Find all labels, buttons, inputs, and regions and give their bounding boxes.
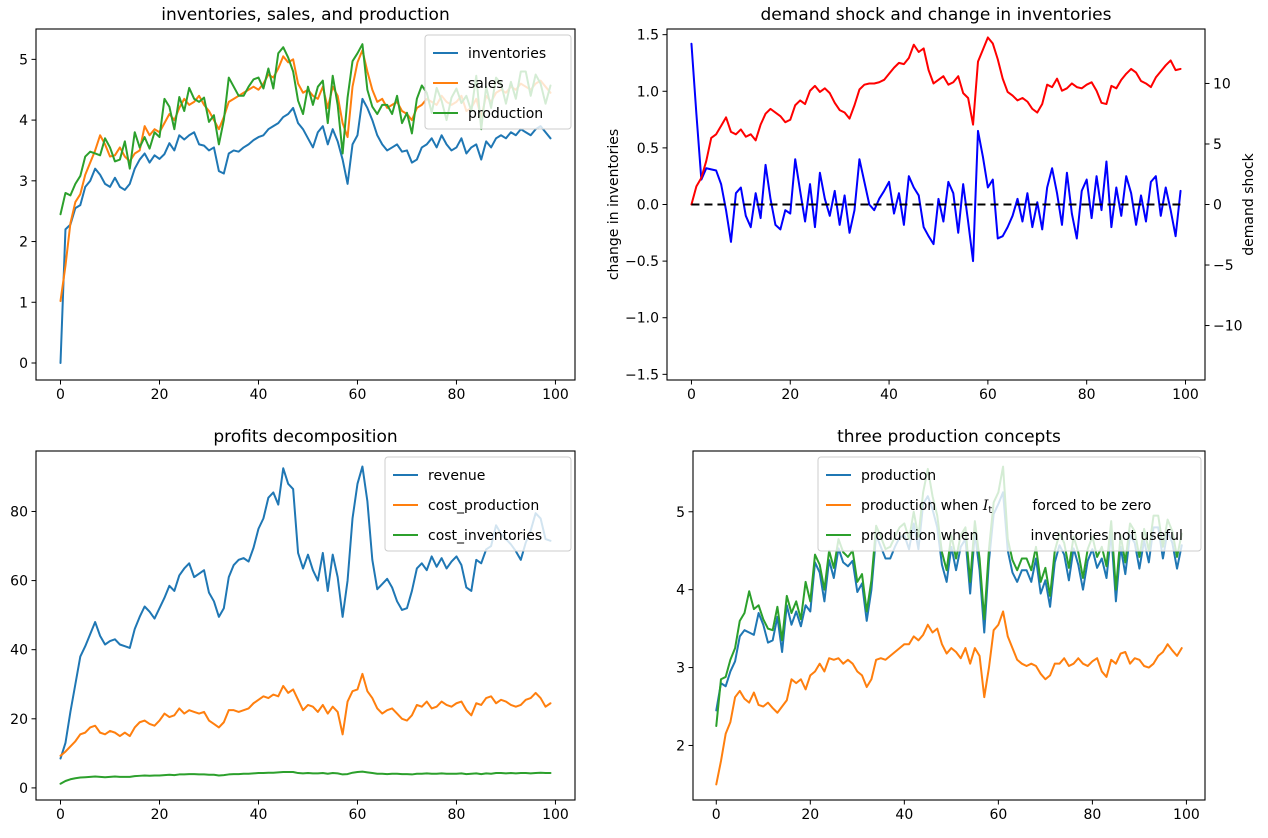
three-production-concepts-legend: production production when It forced to be…: [817, 456, 1202, 552]
y-tick-label: 4: [676, 583, 685, 599]
y-tick-label: 60: [10, 574, 28, 590]
x-tick-label: 60: [989, 807, 1007, 823]
x-tick-label: 0: [687, 387, 696, 403]
inventories-line: [59, 97, 552, 364]
x-tick-label: 20: [151, 807, 169, 823]
x-tick-label: 20: [781, 387, 799, 403]
demand-shock-change-inventories-plot-area: [690, 36, 1182, 263]
profits-decomposition-spines: [35, 450, 576, 801]
legend-label: cost_production: [428, 498, 539, 514]
y-tick-label: 0: [19, 781, 28, 797]
legend-label: production: [468, 106, 543, 122]
three-production-concepts-title: three production concepts: [837, 427, 1061, 447]
legend-label: production when It forced to be zero: [861, 498, 1151, 516]
profits-decomposition-plot-area: [59, 465, 552, 785]
y-tick-label: 0.5: [637, 141, 659, 157]
x-tick-label: 20: [151, 387, 169, 403]
y-tick-label: 3: [676, 661, 685, 677]
y-tick-label: 3: [19, 174, 28, 190]
legend-label: inventories: [468, 46, 546, 62]
x-tick-label: 0: [56, 807, 65, 823]
legend-label: production when inventories not useful: [861, 528, 1183, 544]
y-tick-label: 1: [19, 295, 28, 311]
cost_inventories-line: [59, 770, 552, 785]
profits-decomposition-legend: revenue cost_production cost_inventories: [384, 456, 572, 552]
three-production-concepts-spines: [692, 450, 1206, 801]
y-tick-right-label: 10: [1213, 76, 1231, 92]
demand-shock-line: [690, 36, 1182, 206]
ylabel-left: change in inventories: [606, 129, 622, 280]
y-tick-label: 5: [19, 52, 28, 68]
y-tick-right-label: 5: [1213, 137, 1222, 153]
production-when-It-forced-to-zero-line: [715, 610, 1183, 786]
legend-label: revenue: [428, 468, 485, 484]
demand-shock-change-inventories: 0 20 40 60 80 100−1.5−1.0−0.50.00.51.01.5−10−…: [606, 5, 1257, 403]
x-tick-label: 40: [895, 807, 913, 823]
x-tick-label: 80: [448, 387, 466, 403]
y-tick-label: 1.5: [637, 28, 659, 44]
x-tick-label: 60: [349, 807, 367, 823]
y-tick-right-label: −10: [1213, 319, 1243, 335]
y-tick-right-label: 0: [1213, 198, 1222, 214]
inventories-sales-production-legend: inventories sales production: [424, 34, 572, 130]
y-tick-label: 1.0: [637, 84, 659, 100]
legend-label: sales: [468, 76, 504, 92]
cost_production-line: [59, 672, 552, 757]
x-tick-label: 80: [1083, 807, 1101, 823]
x-tick-label: 100: [542, 807, 569, 823]
ylabel-right: demand shock: [1241, 152, 1257, 255]
x-tick-label: 80: [1078, 387, 1096, 403]
y-tick-label: −1.5: [625, 367, 659, 383]
demand-shock-change-inventories-title: demand shock and change in inventories: [761, 5, 1112, 25]
y-tick-label: 2: [676, 738, 685, 754]
three-production-concepts-plot-area: [715, 465, 1183, 786]
x-tick-label: 40: [250, 807, 268, 823]
y-tick-label: 4: [19, 113, 28, 129]
x-tick-label: 80: [448, 807, 466, 823]
profits-decomposition-title: profits decomposition: [213, 427, 397, 447]
legend-label: cost_inventories: [428, 528, 542, 544]
profits-decomposition: 0 20 40 60 80 100 0 20 40 60 80 profits decompositi…: [10, 427, 576, 823]
x-tick-label: 20: [801, 807, 819, 823]
x-tick-label: 40: [880, 387, 898, 403]
inventories-sales-production: 0 20 40 60 80 100 0 1 2 3 4 5 inventories, sales, an…: [19, 5, 576, 403]
y-tick-right-label: −5: [1213, 258, 1234, 274]
y-tick-label: 2: [19, 235, 28, 251]
revenue-line: [59, 465, 552, 760]
inventories-sales-production-title: inventories, sales, and production: [161, 5, 450, 25]
y-tick-label: 40: [10, 643, 28, 659]
y-tick-label: 5: [676, 505, 685, 521]
x-tick-label: 100: [1172, 387, 1199, 403]
y-tick-label: −0.5: [625, 254, 659, 270]
change-in-inventories-line: [690, 42, 1182, 263]
y-tick-label: 0: [19, 356, 28, 372]
y-tick-label: −1.0: [625, 311, 659, 327]
y-tick-label: 20: [10, 712, 28, 728]
y-tick-label: 80: [10, 504, 28, 520]
legend-box: [424, 34, 572, 130]
production-line: [715, 491, 1183, 712]
three-production-concepts: 0 20 40 60 80 100 2 3 4 5 three production concept…: [676, 427, 1206, 823]
legend-box: [817, 456, 1202, 552]
x-tick-label: 60: [349, 387, 367, 403]
y-tick-label: 0.0: [637, 198, 659, 214]
x-tick-label: 0: [712, 807, 721, 823]
legend-box: [384, 456, 572, 552]
inventories-sales-production-spines: [35, 28, 576, 381]
x-tick-label: 100: [542, 387, 569, 403]
legend-label: production: [861, 468, 936, 484]
x-tick-label: 60: [979, 387, 997, 403]
production-when-inventories-not-useful-line: [715, 465, 1183, 727]
x-tick-label: 40: [250, 387, 268, 403]
x-tick-label: 0: [56, 387, 65, 403]
x-tick-label: 100: [1173, 807, 1200, 823]
